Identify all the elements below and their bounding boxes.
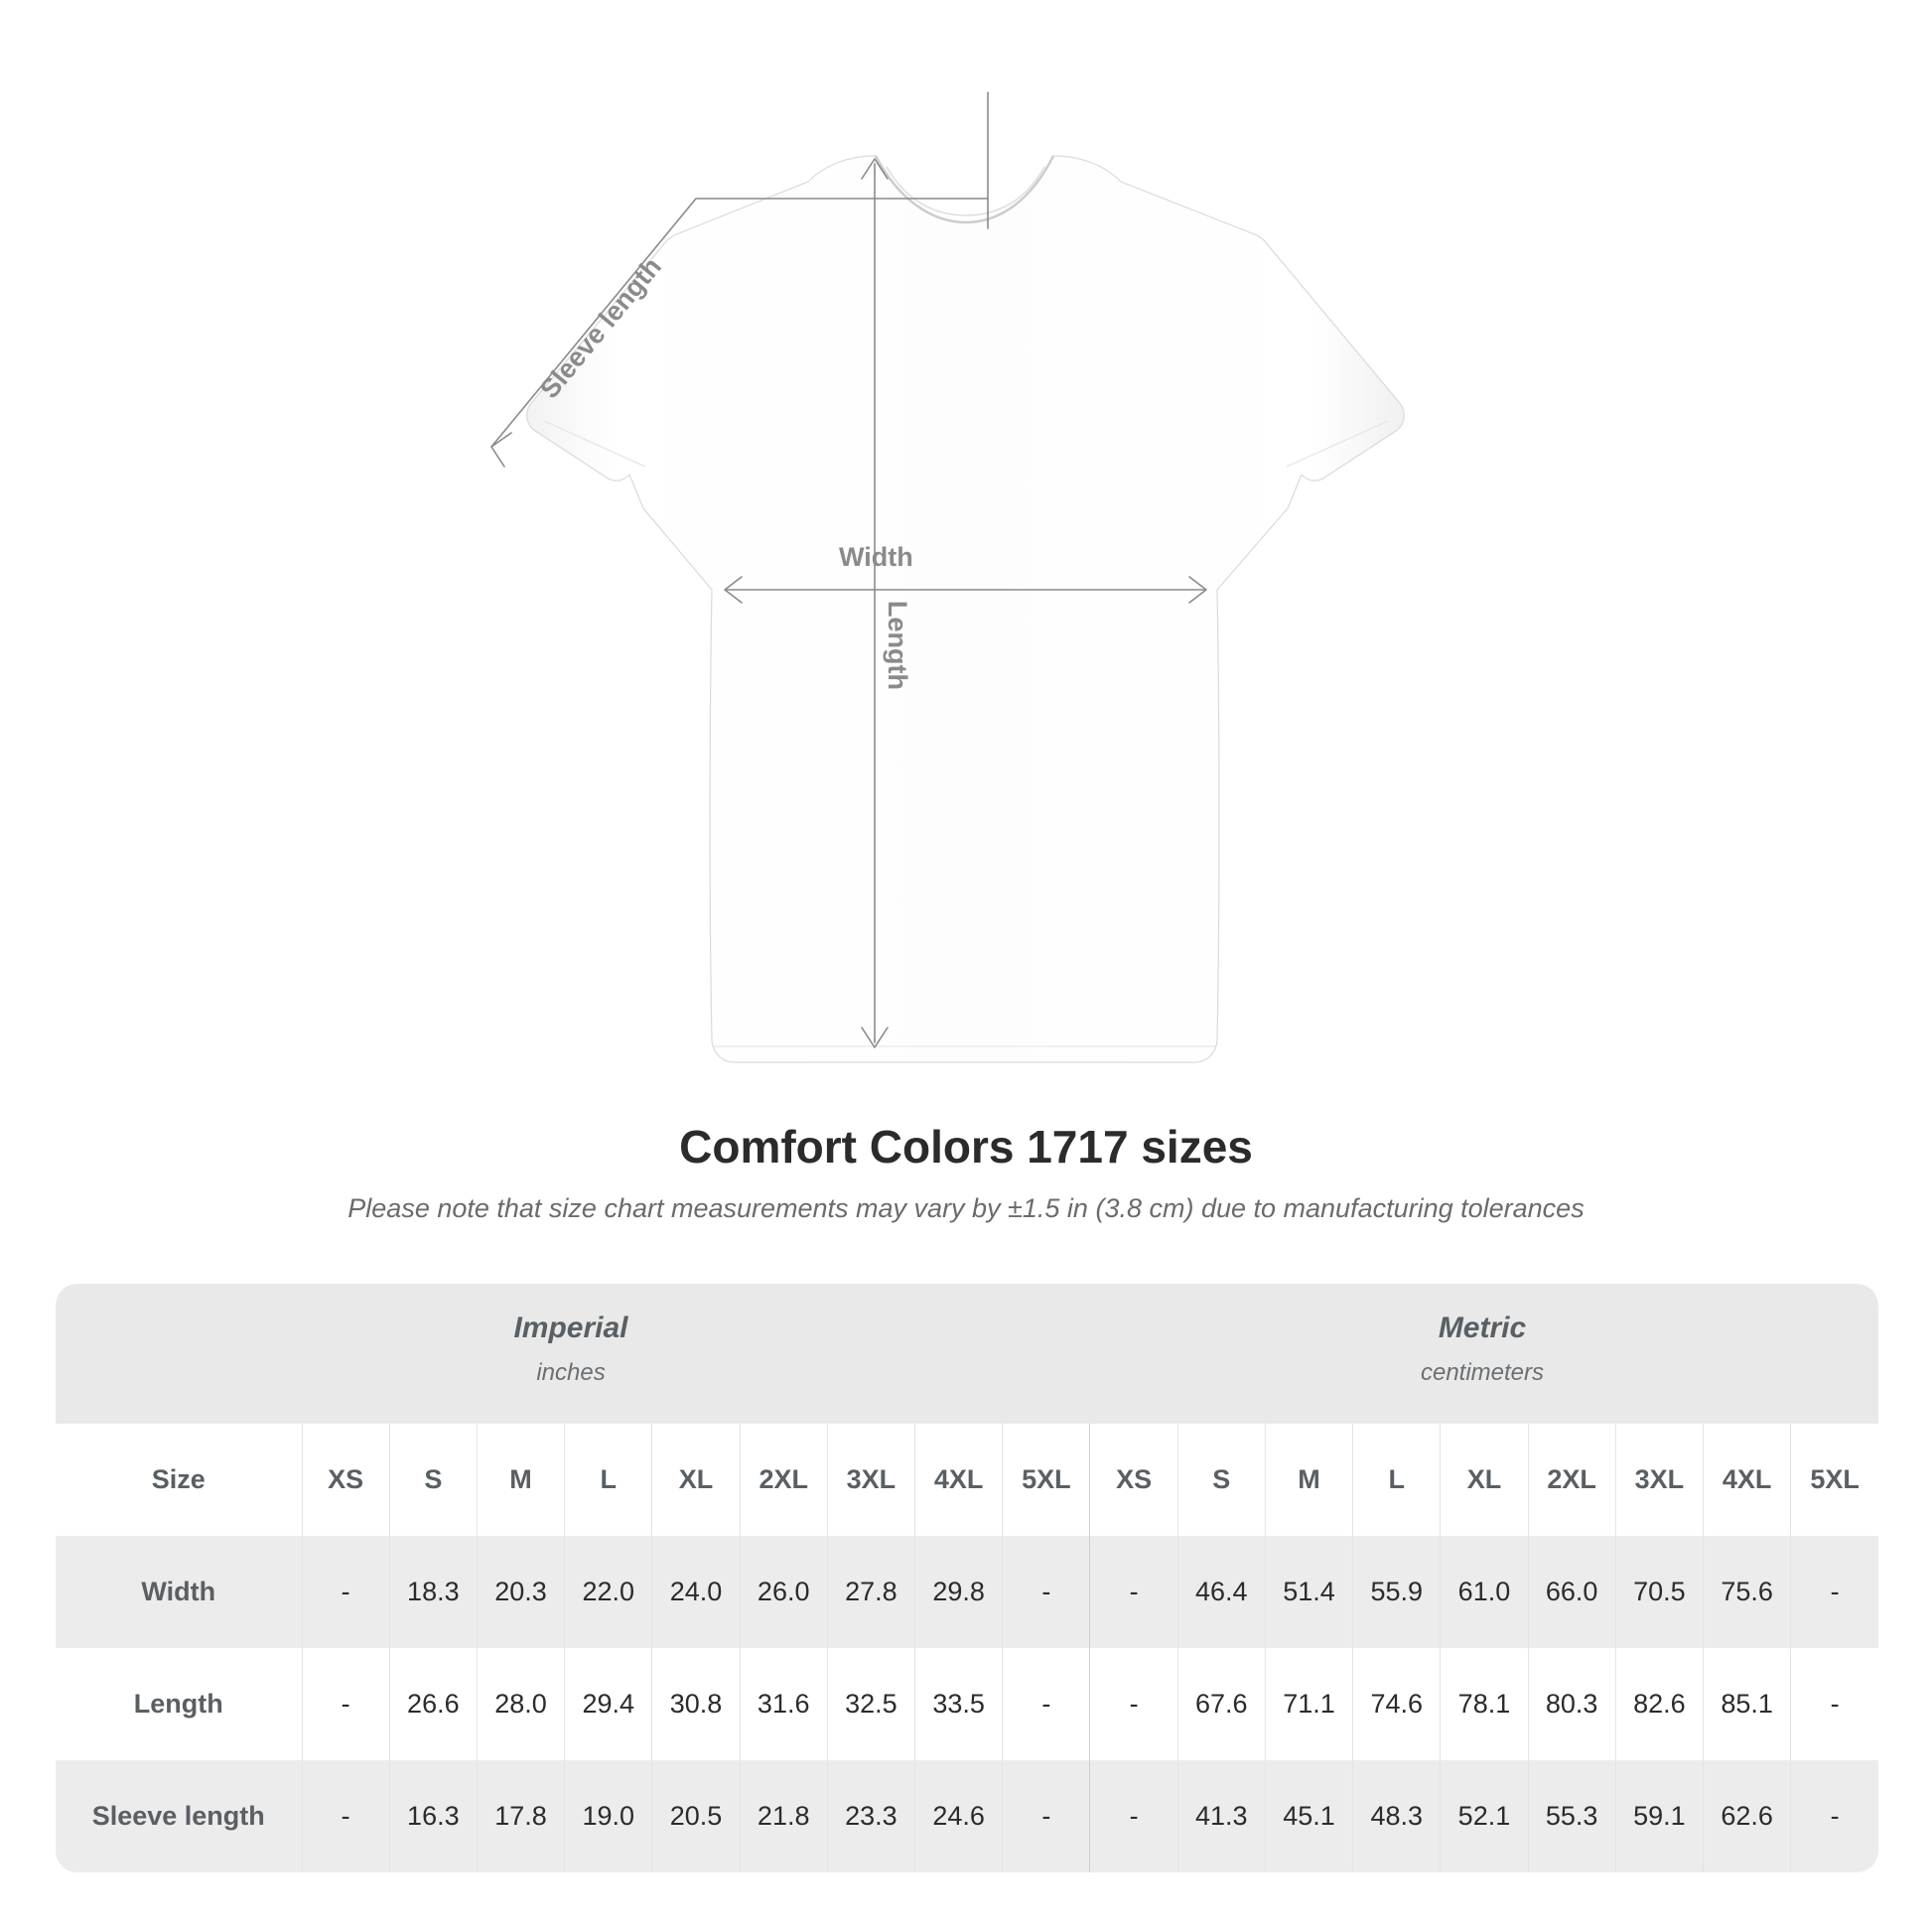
svg-text:Width: Width <box>839 542 913 572</box>
svg-text:Length: Length <box>883 601 912 690</box>
